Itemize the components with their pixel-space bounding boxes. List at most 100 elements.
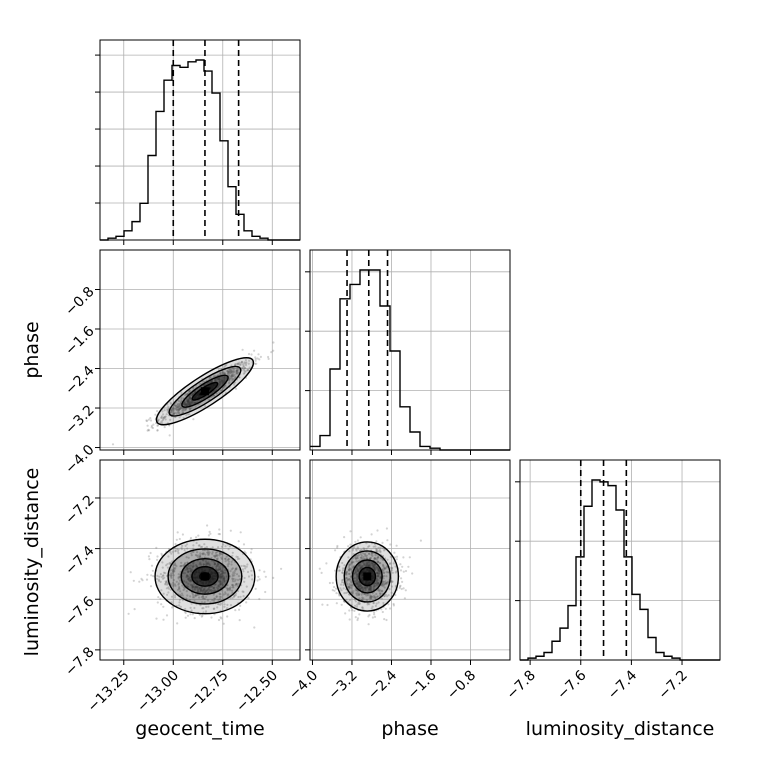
scatter-point bbox=[191, 585, 194, 588]
scatter-point bbox=[236, 578, 240, 582]
scatter-point bbox=[222, 543, 225, 546]
scatter-point bbox=[230, 376, 233, 379]
scatter-point bbox=[191, 583, 194, 587]
density-peak bbox=[200, 572, 209, 581]
scatter-point bbox=[231, 375, 234, 378]
scatter-point bbox=[221, 570, 225, 573]
scatter-point bbox=[230, 375, 233, 378]
scatter-point bbox=[203, 591, 206, 594]
scatter-point bbox=[187, 400, 190, 403]
scatter-point bbox=[239, 604, 242, 608]
scatter-point bbox=[216, 602, 219, 606]
scatter-point bbox=[176, 406, 179, 409]
scatter-point bbox=[189, 567, 192, 570]
scatter-point bbox=[401, 580, 404, 584]
scatter-point bbox=[176, 406, 179, 409]
scatter-point bbox=[161, 410, 164, 413]
scatter-point bbox=[178, 412, 181, 415]
scatter-point bbox=[258, 597, 261, 601]
scatter-point bbox=[393, 551, 396, 554]
scatter-point bbox=[240, 360, 244, 363]
scatter-point bbox=[246, 563, 249, 566]
scatter-point bbox=[221, 381, 224, 384]
scatter-point bbox=[145, 419, 149, 423]
scatter-point bbox=[163, 416, 166, 419]
scatter-point bbox=[384, 567, 387, 570]
scatter-point bbox=[169, 401, 172, 404]
scatter-point bbox=[179, 400, 182, 403]
scatter-point bbox=[177, 405, 180, 408]
scatter-point bbox=[177, 408, 181, 411]
scatter-point bbox=[185, 556, 188, 559]
scatter-point bbox=[334, 549, 337, 552]
scatter-point bbox=[186, 393, 189, 396]
scatter-point bbox=[218, 383, 221, 386]
scatter-point bbox=[223, 372, 226, 375]
scatter-point bbox=[230, 563, 233, 566]
scatter-point bbox=[216, 564, 219, 568]
scatter-point bbox=[253, 349, 256, 352]
scatter-point bbox=[195, 541, 198, 545]
scatter-point bbox=[224, 592, 227, 595]
scatter-point bbox=[160, 589, 163, 592]
scatter-point bbox=[223, 380, 226, 383]
scatter-point bbox=[218, 553, 222, 556]
scatter-point bbox=[270, 351, 273, 354]
scatter-point bbox=[178, 601, 181, 604]
scatter-point bbox=[241, 568, 245, 571]
scatter-point bbox=[173, 594, 177, 597]
density-peak bbox=[363, 572, 372, 581]
scatter-point bbox=[326, 603, 329, 607]
scatter-point bbox=[218, 554, 221, 557]
scatter-point bbox=[355, 582, 358, 585]
scatter-point bbox=[191, 592, 194, 595]
scatter-point bbox=[395, 544, 398, 547]
scatter-point bbox=[168, 562, 171, 565]
histogram-phase bbox=[310, 269, 510, 451]
scatter-point bbox=[152, 575, 155, 578]
scatter-point bbox=[129, 571, 132, 574]
scatter-point bbox=[220, 557, 223, 561]
scatter-point bbox=[352, 547, 355, 550]
scatter-point bbox=[236, 368, 239, 371]
scatter-point bbox=[171, 568, 174, 571]
scatter-point bbox=[348, 569, 351, 572]
scatter-point bbox=[191, 568, 194, 571]
scatter-point bbox=[178, 404, 181, 407]
scatter-point bbox=[215, 595, 218, 599]
scatter-point bbox=[217, 384, 220, 387]
scatter-point bbox=[220, 573, 223, 576]
scatter-point bbox=[391, 580, 394, 583]
scatter-point bbox=[188, 413, 191, 416]
scatter-point bbox=[222, 572, 225, 575]
tick-label-y: −1.6 bbox=[62, 323, 97, 358]
scatter-point bbox=[191, 401, 194, 404]
scatter-point bbox=[188, 408, 191, 411]
scatter-point bbox=[189, 576, 192, 579]
scatter-point bbox=[222, 381, 225, 384]
scatter-point bbox=[231, 584, 234, 587]
scatter-point bbox=[347, 545, 350, 548]
scatter-point bbox=[374, 596, 377, 599]
scatter-point bbox=[175, 412, 178, 415]
scatter-point bbox=[211, 551, 214, 554]
scatter-point bbox=[360, 554, 363, 557]
scatter-point bbox=[171, 570, 175, 573]
scatter-point bbox=[214, 379, 217, 382]
scatter-point bbox=[218, 533, 221, 536]
scatter-point bbox=[243, 370, 246, 373]
scatter-point bbox=[216, 554, 219, 557]
scatter-point bbox=[352, 560, 355, 564]
scatter-point bbox=[202, 588, 205, 592]
scatter-point bbox=[179, 564, 183, 568]
scatter-point bbox=[162, 416, 165, 420]
scatter-point bbox=[355, 579, 359, 582]
scatter-point bbox=[343, 536, 346, 539]
scatter-point bbox=[206, 562, 209, 566]
scatter-point bbox=[385, 565, 388, 568]
scatter-point bbox=[243, 371, 246, 374]
scatter-point bbox=[185, 414, 188, 417]
scatter-point bbox=[218, 380, 221, 383]
scatter-point bbox=[377, 601, 380, 604]
scatter-point bbox=[235, 555, 238, 558]
